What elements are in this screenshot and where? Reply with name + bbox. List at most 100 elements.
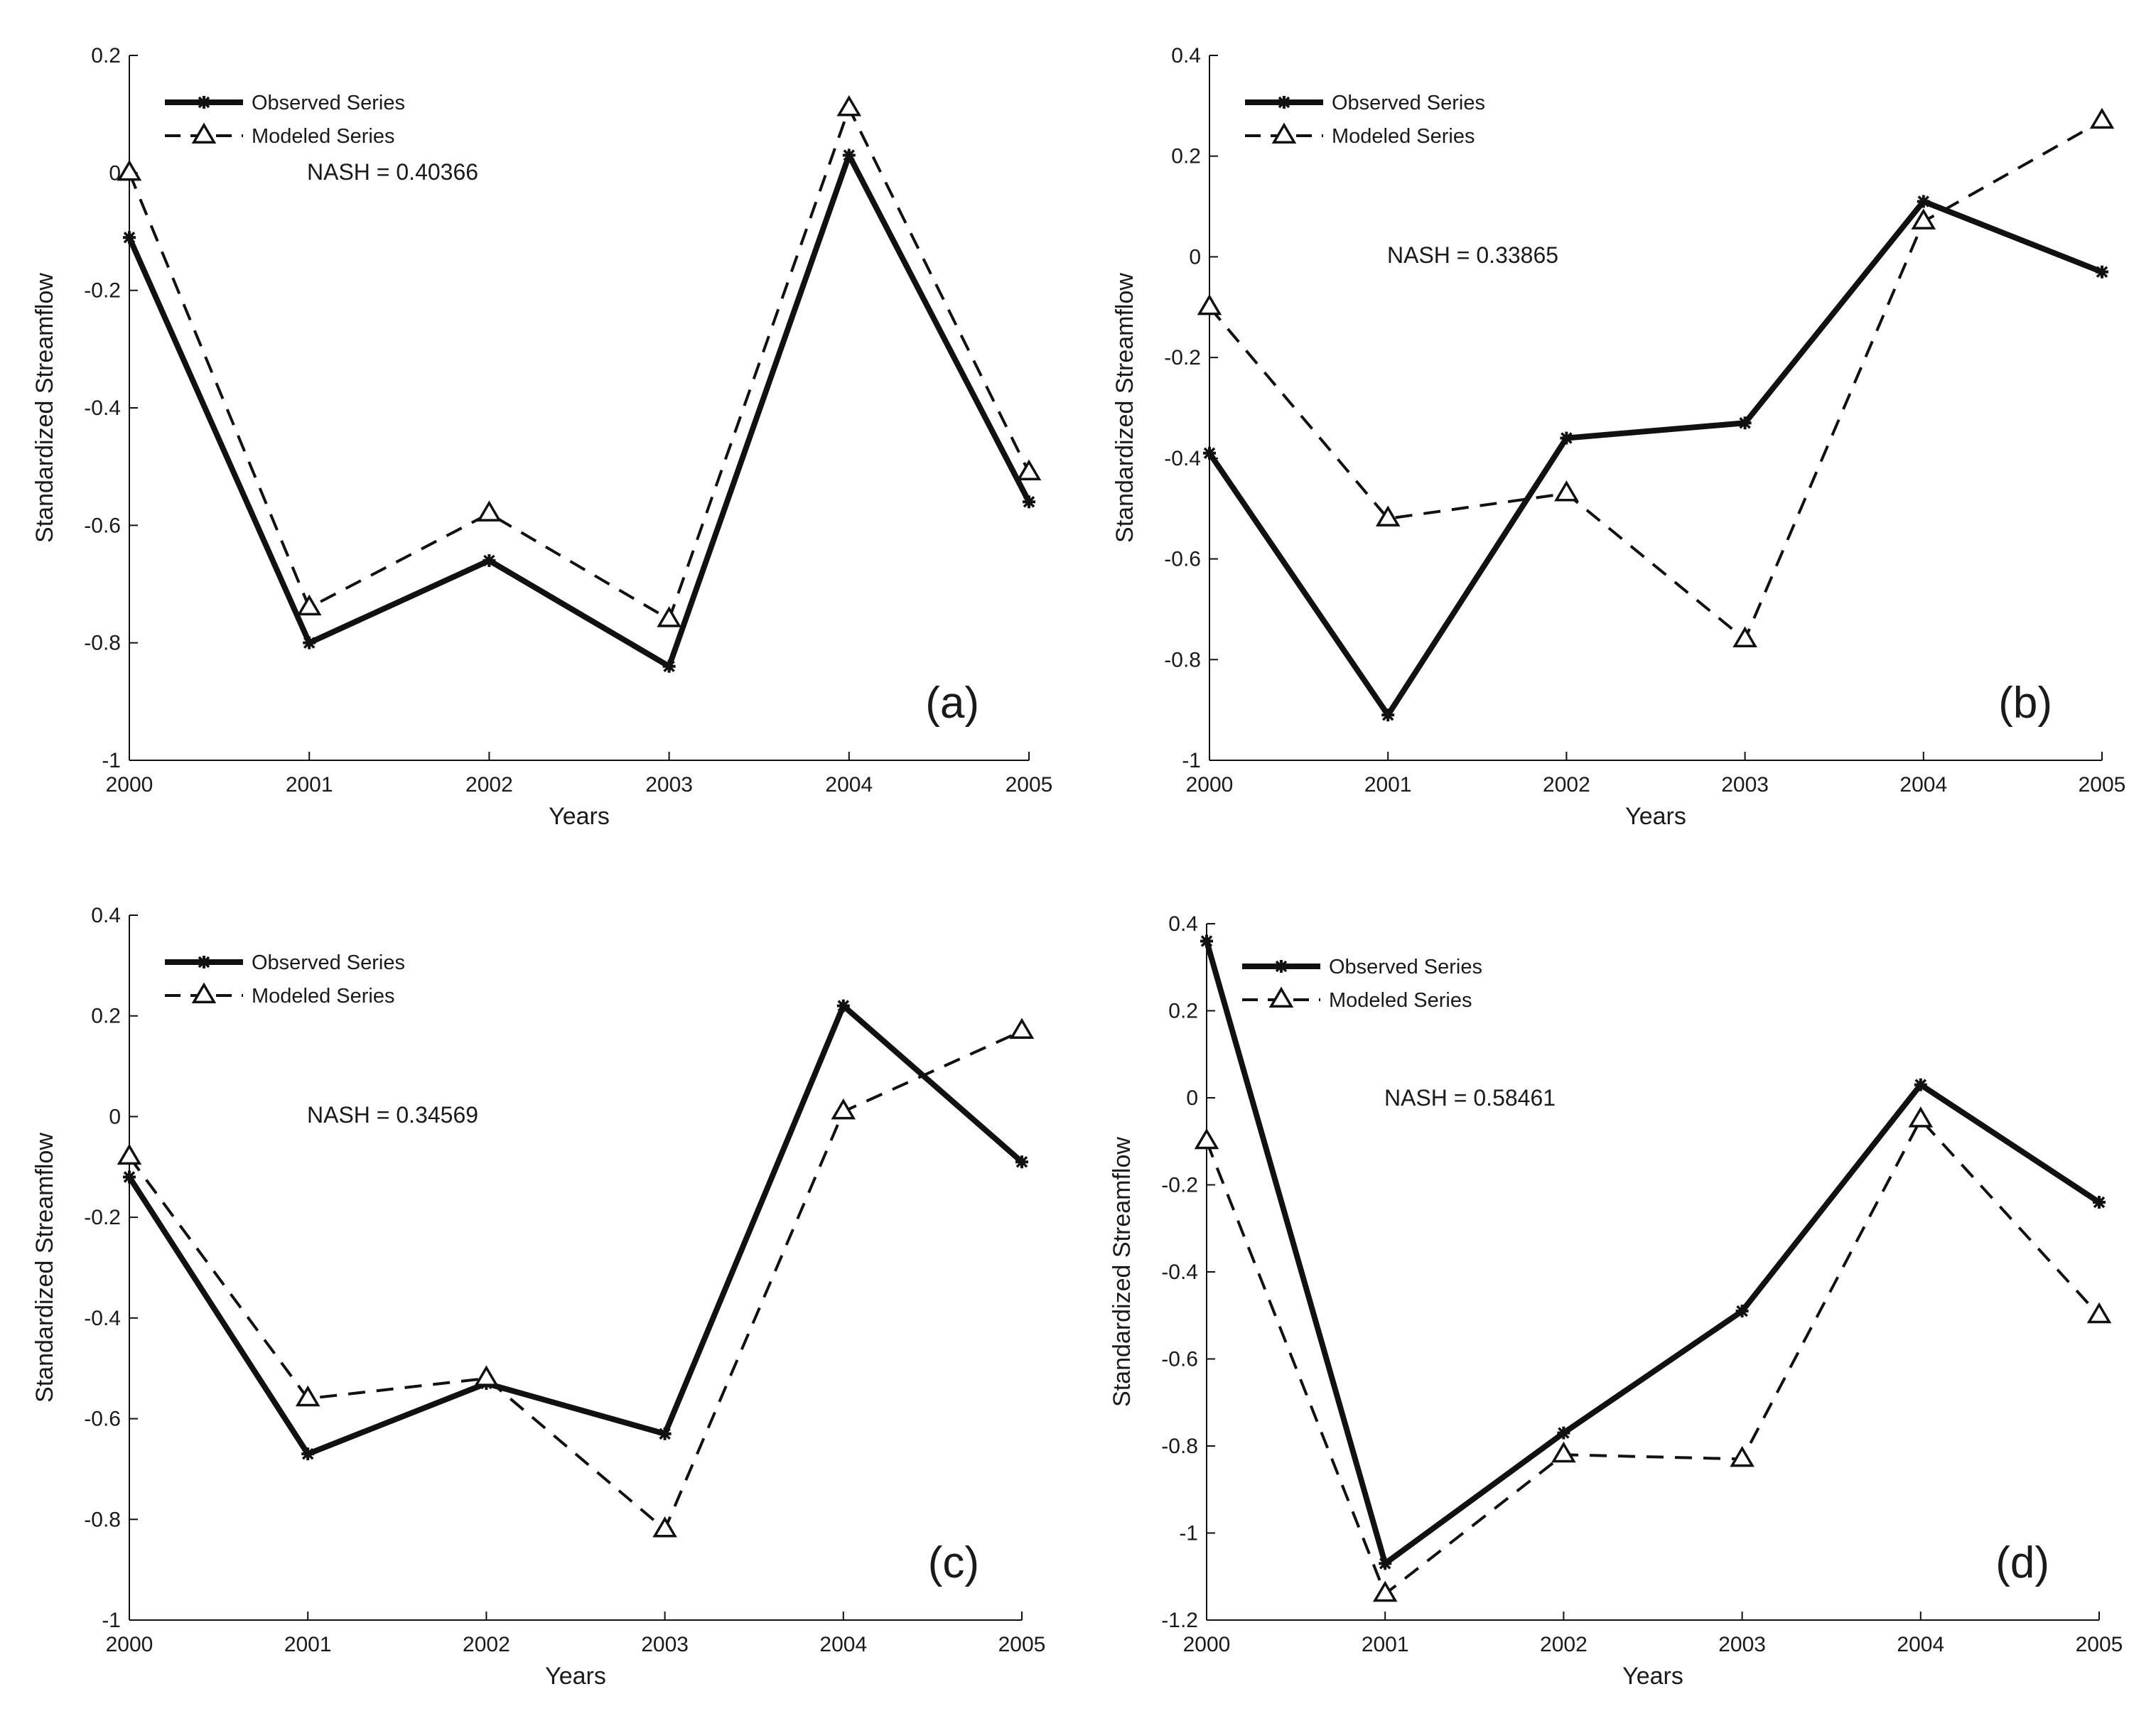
observed-series-line — [1204, 940, 2101, 1568]
x-tick-label: 2003 — [645, 773, 693, 797]
observed-point — [303, 636, 316, 649]
legend-triangle-marker — [1271, 122, 1297, 144]
nash-annotation: NASH = 0.40366 — [307, 159, 478, 185]
modeled-point — [1009, 1018, 1035, 1040]
legend-modeled-label: Modeled Series — [1332, 125, 1475, 148]
x-tick-label: 2003 — [1718, 1633, 1766, 1656]
x-tick-label: 2003 — [641, 1633, 689, 1656]
y-tick-label: -1 — [102, 1609, 121, 1632]
observed-point — [483, 554, 496, 567]
legend-star-marker — [1275, 960, 1288, 973]
legend-modeled-label: Modeled Series — [1329, 989, 1472, 1012]
x-tick-label: 2001 — [1364, 773, 1412, 797]
panel-d: -1.2 -1 -0.8 -0.6 -0.4 -0.2 0 0.2 0.4 2000 2001 200… — [1109, 912, 2123, 1690]
legend-star-marker — [1278, 96, 1290, 109]
legend-star-marker — [198, 96, 210, 109]
panel-a: -1 -0.8 -0.6 -0.4 -0.2 0 0.2 2000 2001 2002 2003 20… — [31, 44, 1052, 830]
legend-triangle-marker — [1268, 986, 1294, 1008]
y-tick-label: 0.4 — [91, 904, 121, 927]
x-tick-label: 2002 — [1540, 1633, 1588, 1656]
y-tick-label: -0.6 — [1164, 548, 1201, 571]
y-tick-label: 0.2 — [1171, 145, 1201, 168]
x-tick-label: 2005 — [1006, 773, 1053, 797]
modeled-point — [1375, 505, 1401, 527]
modeled-point — [657, 606, 681, 627]
x-tick-label: 2002 — [463, 1633, 510, 1656]
modeled-point — [296, 594, 322, 616]
y-axis-title: Standardized Streamflow — [31, 273, 58, 543]
modeled-point — [117, 159, 142, 181]
y-tick-label: -0.4 — [1161, 1261, 1198, 1284]
y-tick-label: -1.2 — [1161, 1609, 1198, 1632]
y-tick-label: -0.2 — [84, 279, 121, 303]
modeled-point — [836, 95, 862, 117]
modeled-point — [295, 1385, 320, 1407]
observed-point — [123, 231, 136, 244]
modeled-series-line — [1208, 119, 2103, 642]
y-tick-label: -0.2 — [84, 1206, 121, 1229]
y-tick-label: 0 — [109, 161, 121, 185]
legend-modeled-label: Modeled Series — [252, 125, 395, 148]
modeled-point — [1551, 1441, 1576, 1463]
x-axis-title: Years — [1622, 1663, 1683, 1690]
x-tick-label: 2005 — [2079, 773, 2126, 797]
x-tick-label: 2004 — [1899, 773, 1947, 797]
x-tick-label: 2001 — [1362, 1633, 1409, 1656]
legend-observed-label: Observed Series — [252, 951, 405, 974]
y-tick-label: 0 — [1186, 1086, 1198, 1110]
modeled-point — [831, 1098, 856, 1120]
observed-point — [1381, 708, 1395, 722]
observed-series-line — [1207, 198, 2103, 721]
modeled-point — [652, 1516, 677, 1538]
observed-point — [842, 149, 856, 162]
x-tick-label: 2005 — [2076, 1633, 2123, 1656]
y-tick-label: -0.8 — [84, 1508, 121, 1531]
y-tick-label: 0.2 — [91, 1005, 121, 1028]
y-axis-title: Standardized Streamflow — [31, 1133, 58, 1403]
x-tick-label: 2002 — [465, 773, 513, 797]
modeled-point — [477, 500, 502, 522]
y-tick-label: -0.2 — [1161, 1174, 1198, 1197]
modeled-point — [1372, 1580, 1398, 1602]
observed-point — [1560, 431, 1573, 445]
x-tick-label: 2001 — [284, 1633, 332, 1656]
modeled-point — [1911, 208, 1936, 230]
modeled-point — [474, 1365, 499, 1386]
observed-point — [1917, 195, 1930, 208]
legend: Observed Series Modeled Series — [1242, 956, 1482, 1012]
observed-point — [662, 659, 676, 673]
panel-label: (d) — [1995, 1538, 2049, 1587]
y-tick-label: -0.6 — [1161, 1348, 1198, 1371]
y-tick-label: -0.8 — [1164, 648, 1201, 671]
legend-triangle-marker — [191, 122, 217, 144]
legend-modeled-label: Modeled Series — [252, 985, 395, 1008]
modeled-point — [2089, 107, 2115, 129]
x-tick-label: 2001 — [286, 773, 333, 797]
legend-star-marker — [198, 956, 210, 968]
x-tick-label: 2004 — [819, 1633, 867, 1656]
x-axis-title: Years — [1625, 803, 1686, 830]
y-axis-title: Standardized Streamflow — [1111, 273, 1138, 543]
modeled-point — [1908, 1106, 1934, 1128]
nash-annotation: NASH = 0.58461 — [1384, 1085, 1556, 1111]
y-axis-title: Standardized Streamflow — [1109, 1137, 1136, 1407]
modeled-point — [1197, 293, 1222, 315]
legend: Observed Series Modeled Series — [165, 951, 405, 1008]
observed-point — [1379, 1557, 1392, 1570]
x-tick-label: 2002 — [1543, 773, 1590, 797]
observed-point — [123, 1170, 136, 1184]
y-tick-label: 0.2 — [91, 44, 121, 68]
legend-observed-label: Observed Series — [252, 92, 405, 114]
y-tick-label: -0.6 — [84, 514, 121, 537]
observed-point — [1200, 934, 1213, 948]
y-tick-label: 0.2 — [1168, 1000, 1198, 1023]
observed-point — [1735, 1305, 1749, 1318]
observed-point — [2096, 265, 2108, 279]
observed-point — [658, 1427, 672, 1440]
x-tick-label: 2004 — [825, 773, 873, 797]
y-tick-label: 0 — [109, 1105, 121, 1128]
y-tick-label: -0.6 — [84, 1408, 121, 1431]
x-axis-title: Years — [545, 1663, 606, 1690]
legend-triangle-marker — [191, 982, 217, 1004]
observed-point — [1914, 1078, 1927, 1091]
